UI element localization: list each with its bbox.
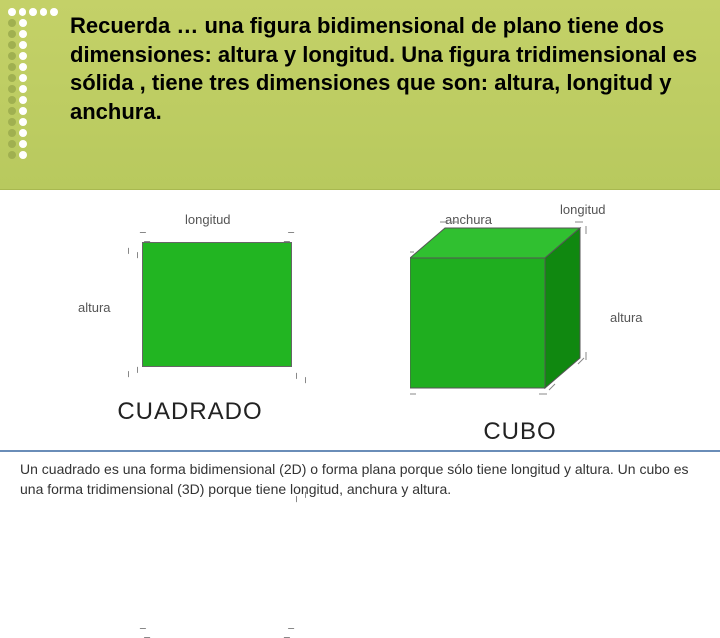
dimension-arrow-icon bbox=[128, 250, 136, 375]
square-label-altura: altura bbox=[78, 300, 111, 315]
decorative-dots bbox=[8, 8, 58, 162]
cube-diagram: anchura longitud altura bbox=[390, 210, 650, 410]
dimension-arrow-icon bbox=[296, 375, 304, 500]
cube-shape bbox=[410, 218, 620, 403]
cube-title: CUBO bbox=[390, 418, 650, 446]
dimension-arrow-icon bbox=[142, 628, 292, 636]
header-text: Recuerda … una figura bidimensional de p… bbox=[70, 12, 700, 126]
diagram-area: longitud altura CUADRADO anchura longitu… bbox=[0, 190, 720, 450]
cube-block: anchura longitud altura bbox=[390, 210, 650, 446]
square-label-longitud: longitud bbox=[185, 212, 231, 227]
square-diagram: longitud altura bbox=[70, 210, 310, 390]
header-banner: Recuerda … una figura bidimensional de p… bbox=[0, 0, 720, 190]
footer-text: Un cuadrado es una forma bidimensional (… bbox=[0, 450, 720, 507]
square-shape bbox=[142, 242, 292, 367]
dimension-arrow-icon bbox=[142, 232, 292, 240]
square-block: longitud altura CUADRADO bbox=[70, 210, 310, 426]
cube-label-longitud: longitud bbox=[560, 202, 606, 217]
square-title: CUADRADO bbox=[70, 398, 310, 426]
